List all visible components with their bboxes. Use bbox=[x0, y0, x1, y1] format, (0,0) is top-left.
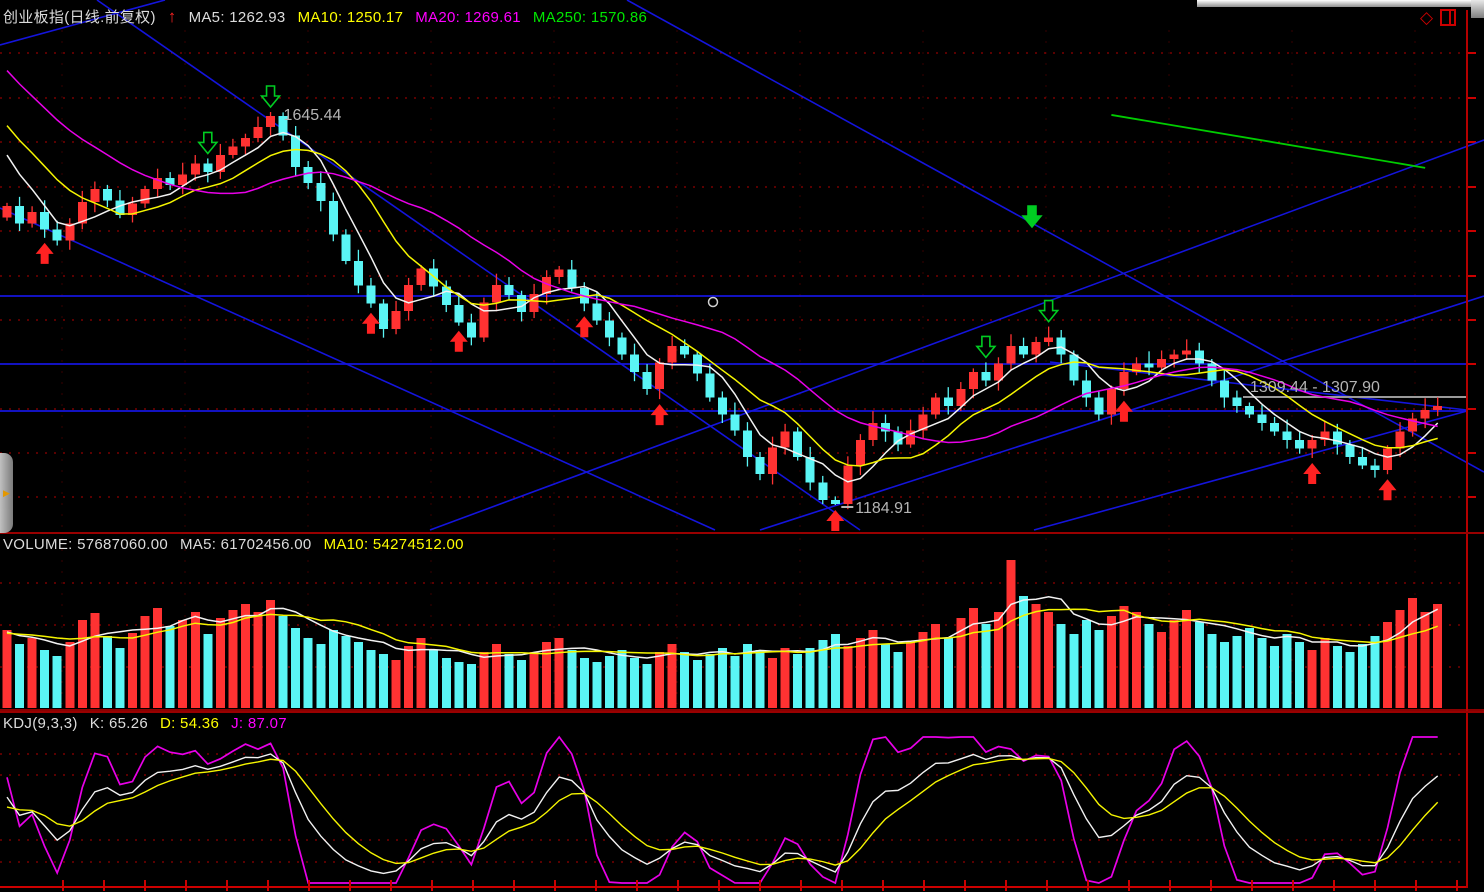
kdj-pane: KDJ(9,3,3) K: 65.26 D: 54.36 J: 87.07 bbox=[0, 713, 1484, 892]
volume-value: VOLUME: 57687060.00 bbox=[3, 536, 168, 553]
svg-text:1645.44: 1645.44 bbox=[284, 107, 342, 124]
tile-windows-icon[interactable] bbox=[1440, 9, 1457, 26]
ma10-value: MA10: 1250.17 bbox=[297, 9, 404, 26]
window-titlebar-corner bbox=[1471, 0, 1484, 18]
ma20-value: MA20: 1269.61 bbox=[415, 9, 521, 26]
volume-header: VOLUME: 57687060.00 MA5: 61702456.00 MA10:… bbox=[3, 536, 476, 553]
trend-up-arrow-icon: ↑ bbox=[167, 7, 177, 26]
chart-toolbar-icons: ◇ bbox=[1420, 8, 1457, 27]
kdj-d-value: D: 54.36 bbox=[159, 715, 220, 732]
pane-separator[interactable] bbox=[0, 532, 1484, 534]
ma5-value: MA5: 1262.93 bbox=[188, 9, 286, 26]
svg-text:1309.44 - 1307.90: 1309.44 - 1307.90 bbox=[1250, 379, 1380, 396]
main-chart-canvas[interactable]: 1645.44 1184.91 1309.44 - 1307.90 bbox=[0, 0, 1484, 532]
window-titlebar-strip[interactable] bbox=[1197, 0, 1484, 7]
pane-separator[interactable] bbox=[0, 711, 1484, 713]
volume-ma10-value: MA10: 54274512.00 bbox=[323, 536, 464, 553]
volume-ma5-value: MA5: 61702456.00 bbox=[179, 536, 312, 553]
kdj-canvas[interactable] bbox=[0, 713, 1484, 892]
ma250-value: MA250: 1570.86 bbox=[532, 9, 648, 26]
kdj-j-value: J: 87.07 bbox=[231, 715, 287, 732]
kdj-params: KDJ(9,3,3) bbox=[3, 715, 78, 732]
kdj-k-value: K: 65.26 bbox=[89, 715, 148, 732]
sidebar-expand-handle[interactable]: ▶ bbox=[0, 453, 13, 533]
svg-text:1184.91: 1184.91 bbox=[855, 500, 912, 517]
volume-canvas[interactable] bbox=[0, 534, 1484, 711]
expand-arrow-icon: ▶ bbox=[3, 487, 10, 498]
price-axis-line bbox=[1466, 10, 1468, 888]
instrument-title: 创业板指(日线.前复权) bbox=[3, 9, 156, 26]
diamond-marker-icon[interactable]: ◇ bbox=[1420, 8, 1434, 27]
kdj-header: KDJ(9,3,3) K: 65.26 D: 54.36 J: 87.07 bbox=[3, 715, 299, 732]
kline-pane: 1645.44 1184.91 1309.44 - 1307.90 创业板指(日线.… bbox=[0, 0, 1484, 532]
kline-header: 创业板指(日线.前复权) ↑ MA5: 1262.93 MA10: 1250.17 MA… bbox=[3, 6, 659, 27]
volume-pane: VOLUME: 57687060.00 MA5: 61702456.00 MA10:… bbox=[0, 534, 1484, 711]
